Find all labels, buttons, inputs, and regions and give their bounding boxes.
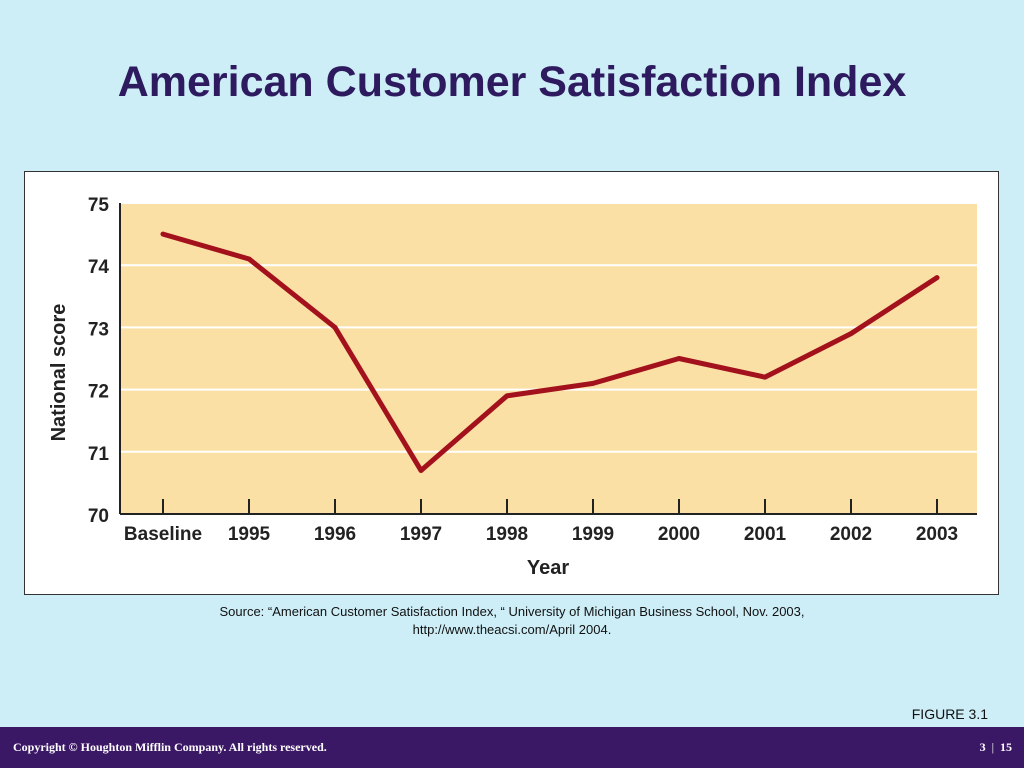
source-line-1: Source: “American Customer Satisfaction …	[219, 604, 805, 619]
slide-title: American Customer Satisfaction Index	[117, 58, 907, 106]
data-point	[934, 275, 940, 281]
page-number-value: 15	[1000, 740, 1012, 754]
x-tick-label: 1999	[572, 524, 614, 545]
y-axis-title: National score	[48, 304, 70, 442]
y-tick-label: 73	[88, 319, 109, 340]
figure-label: FIGURE 3.1	[911, 706, 988, 722]
x-tick-label: Baseline	[124, 524, 202, 545]
x-tick-label: 1998	[486, 524, 528, 545]
x-tick-label: 2001	[744, 524, 787, 545]
footer-bar: Copyright © Houghton Mifflin Company. Al…	[0, 727, 1024, 768]
source-line-2: http://www.theacsi.com/April 2004.	[412, 622, 612, 637]
y-tick-label: 72	[88, 382, 109, 403]
x-tick-label: 1996	[314, 524, 356, 545]
copyright-text: Copyright © Houghton Mifflin Company. Al…	[13, 740, 327, 754]
y-tick-label: 74	[88, 257, 110, 278]
data-point	[590, 380, 596, 386]
data-point	[848, 331, 854, 337]
x-tick-label: 2000	[658, 524, 700, 545]
chapter-number: 3	[979, 740, 986, 754]
source-citation: Source: “American Customer Satisfaction …	[0, 603, 1024, 639]
data-point	[418, 468, 424, 473]
data-point	[504, 393, 510, 399]
chart-frame: 70 71 72 73 74 75 Baseline 1995 1996 1997 1998 1999…	[24, 171, 999, 595]
page-number: 3 | 15	[979, 740, 1012, 754]
y-tick-label: 70	[88, 506, 109, 527]
data-point	[160, 231, 166, 237]
data-point	[332, 325, 338, 330]
x-axis-title: Year	[527, 557, 569, 579]
y-tick-label: 71	[88, 444, 110, 465]
x-tick-label: 1997	[400, 524, 442, 545]
data-point	[676, 356, 682, 361]
data-point	[762, 374, 768, 380]
plot-area	[120, 203, 977, 514]
chart-svg: 70 71 72 73 74 75 Baseline 1995 1996 1997 1998 1999…	[48, 195, 977, 579]
x-tick-label: 2003	[916, 524, 958, 545]
x-tick-label: 2002	[830, 524, 872, 545]
y-tick-label: 75	[88, 195, 110, 216]
x-tick-label: 1995	[228, 524, 271, 545]
series-line	[160, 231, 940, 473]
data-point	[246, 256, 252, 262]
